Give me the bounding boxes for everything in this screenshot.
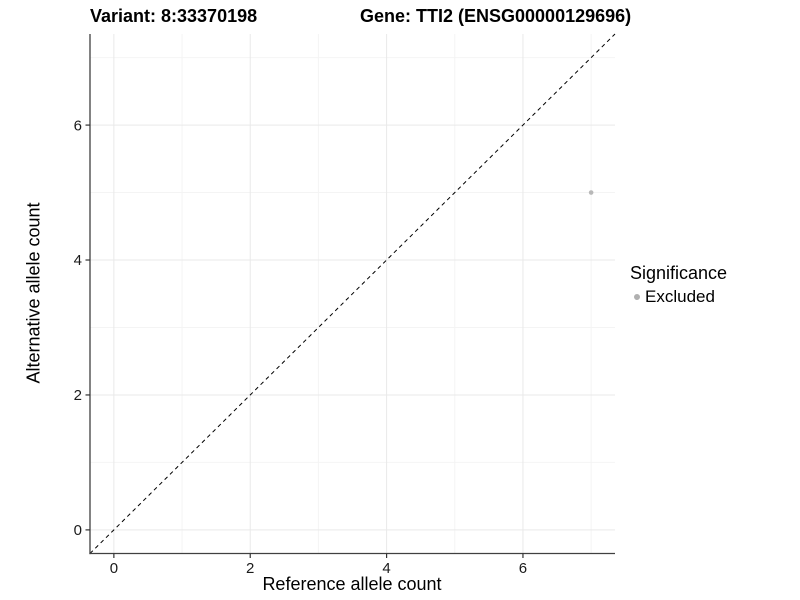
x-tick-label: 6 (519, 560, 527, 577)
x-tick-label: 4 (382, 560, 390, 577)
y-tick-label: 4 (74, 252, 82, 269)
x-tick-label: 2 (246, 560, 254, 577)
identity-line (89, 33, 616, 554)
gene-title: Gene: TTI2 (ENSG00000129696) (360, 6, 632, 26)
legend-title: Significance (630, 263, 728, 283)
variant-title: Variant: 8:33370198 (90, 6, 258, 26)
x-axis-title: Reference allele count (262, 574, 442, 594)
y-tick-label: 0 (74, 522, 82, 539)
y-tick-label: 6 (74, 117, 82, 134)
legend-entry-excluded: Excluded (630, 287, 727, 307)
y-axis-title: Alternative allele count (23, 202, 44, 384)
data-point (588, 190, 594, 195)
legend-entry-label: Excluded (645, 287, 715, 306)
legend: Significance Excluded (630, 263, 727, 307)
x-tick-label: 0 (110, 560, 118, 577)
legend-point-icon (634, 294, 640, 300)
y-tick-label: 2 (74, 387, 82, 404)
